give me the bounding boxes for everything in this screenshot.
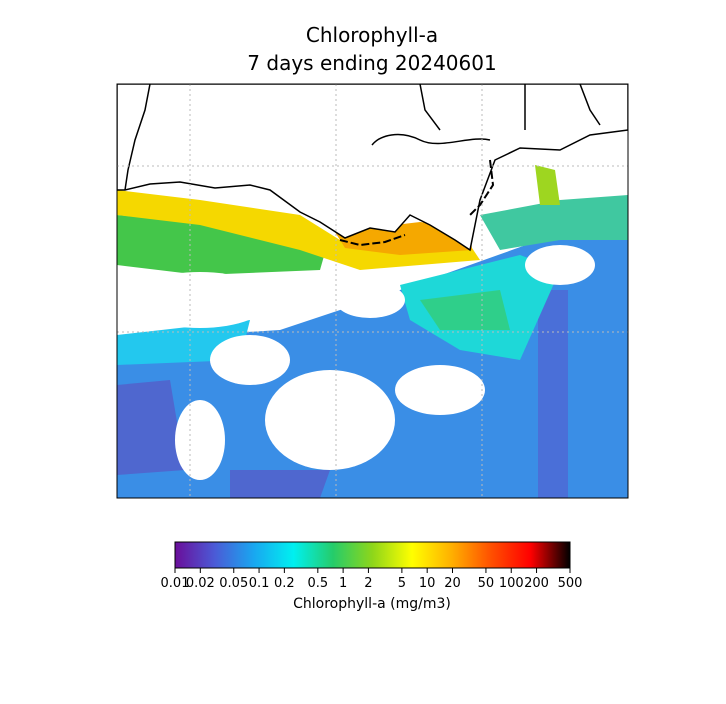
colorbar-tick-label: 0.2 (274, 576, 295, 591)
map-frame (116, 83, 629, 499)
colorbar-tick-label: 0.5 (307, 576, 328, 591)
colorbar-tick-label: 500 (558, 576, 583, 591)
colorbar-tick-label: 100 (499, 576, 524, 591)
colorbar-tick-label: 0.05 (219, 576, 248, 591)
colorbar-tick-label: 2 (364, 576, 372, 591)
colorbar-tick-label: 0.1 (249, 576, 270, 591)
colorbar (174, 541, 571, 569)
colorbar-tick-label: 0.02 (186, 576, 215, 591)
colorbar-tick-label: 200 (524, 576, 549, 591)
colorbar-label: Chlorophyll-a (mg/m3) (293, 596, 451, 612)
colorbar-tick-label: 10 (419, 576, 436, 591)
colorbar-tick-label: 20 (444, 576, 461, 591)
colorbar-tick-label: 0.01 (161, 576, 190, 591)
colorbar-tick-label: 50 (478, 576, 495, 591)
colorbar-tick-label: 1 (339, 576, 347, 591)
map (117, 84, 628, 498)
title-line-1: Chlorophyll-a (306, 23, 438, 47)
colorbar-tick-label: 5 (398, 576, 406, 591)
title-line-2: 7 days ending 20240601 (247, 51, 496, 75)
